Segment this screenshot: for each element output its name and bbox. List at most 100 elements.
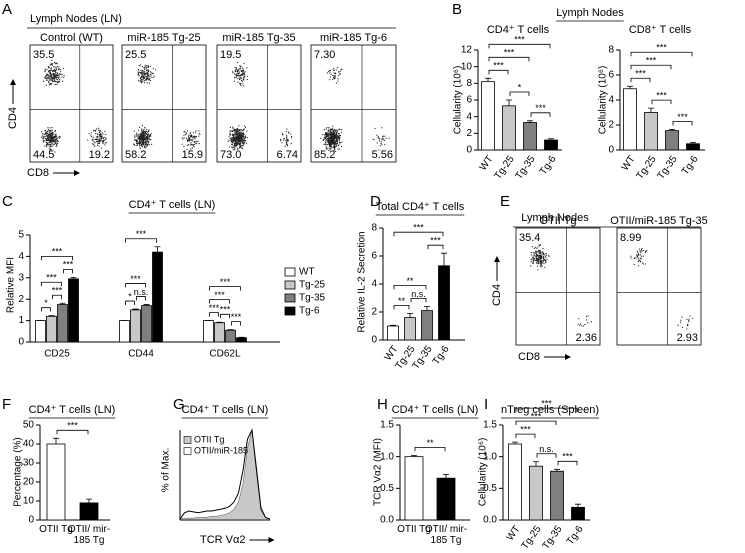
y-tick-label: 0 [18, 337, 24, 348]
event-dot [240, 73, 243, 75]
event-dot [143, 70, 145, 72]
significance-bracket [651, 99, 672, 105]
event-dot [145, 72, 148, 74]
event-dot [590, 321, 593, 323]
event-dot [135, 135, 137, 137]
event-dot [539, 250, 542, 252]
event-dot [44, 68, 46, 70]
event-dot [536, 250, 538, 252]
event-dot [58, 74, 60, 76]
event-dot [538, 261, 540, 263]
significance-label: *** [562, 452, 573, 462]
event-dot [540, 255, 542, 258]
event-dot [377, 136, 379, 138]
error-bar [575, 503, 581, 508]
event-dot [530, 254, 533, 256]
event-dot [334, 146, 336, 148]
event-dot [532, 261, 534, 263]
x-tick-label: Tg-6 [431, 344, 452, 368]
event-dot [232, 126, 234, 128]
event-dot [337, 148, 339, 150]
event-dot [146, 144, 149, 147]
event-dot [52, 131, 54, 133]
event-dot [533, 257, 536, 260]
event-dot [243, 142, 245, 144]
significance-bracket [630, 51, 693, 57]
event-dot [280, 139, 282, 141]
event-dot [92, 140, 94, 142]
event-dot [44, 133, 46, 135]
event-dot [540, 264, 543, 266]
event-dot [92, 139, 94, 141]
plot-title: OTII Tg [539, 215, 576, 227]
event-dot [150, 74, 152, 76]
event-dot [377, 137, 379, 139]
event-dot [339, 134, 341, 136]
event-dot [236, 135, 238, 137]
event-dot [96, 137, 98, 139]
significance-bracket [209, 299, 230, 304]
event-dot [145, 143, 147, 145]
event-dot [238, 125, 240, 127]
event-dot [637, 260, 639, 262]
event-dot [328, 126, 330, 129]
event-dot [56, 81, 58, 83]
event-dot [332, 130, 335, 132]
event-dot [50, 67, 52, 70]
event-dot [97, 138, 99, 140]
event-dot [140, 76, 143, 78]
event-dot [242, 74, 244, 76]
event-dot [339, 141, 341, 144]
event-dot [192, 132, 194, 134]
event-dot [137, 69, 140, 71]
error-bar [70, 276, 77, 279]
event-dot [237, 141, 240, 143]
event-dot [244, 140, 246, 142]
event-dot [49, 146, 51, 148]
event-dot [535, 261, 538, 264]
event-dot [137, 135, 139, 137]
event-dot [137, 142, 139, 144]
event-dot [47, 143, 49, 145]
significance-label: *** [52, 286, 63, 296]
event-dot [335, 136, 337, 139]
event-dot [136, 141, 138, 143]
event-dot [139, 138, 141, 140]
event-dot [638, 254, 640, 256]
event-dot [150, 76, 152, 78]
event-dot [242, 137, 244, 140]
chart-title: CD8⁺ T cells [629, 24, 692, 36]
y-tick-label: 1.5 [380, 420, 394, 431]
significance-bracket [630, 77, 651, 83]
event-dot [98, 139, 100, 141]
event-dot [243, 143, 245, 145]
bar [68, 278, 79, 343]
event-dot [378, 138, 381, 140]
legend-label: Tg-35 [299, 293, 326, 304]
event-dot [544, 266, 546, 269]
event-dot [136, 144, 138, 146]
significance-label: ** [406, 276, 414, 286]
event-dot [55, 78, 58, 80]
event-dot [53, 135, 55, 138]
event-dot [98, 131, 101, 133]
significance-bracket [231, 321, 241, 326]
significance-label: *** [46, 273, 57, 283]
event-dot [146, 133, 148, 136]
event-dot [233, 137, 235, 139]
event-cluster [280, 128, 293, 147]
event-dot [229, 132, 231, 134]
event-dot [141, 128, 143, 130]
event-dot [329, 70, 331, 72]
event-dot [331, 134, 333, 136]
significance-label: *** [231, 312, 242, 322]
event-dot [187, 138, 189, 140]
event-dot [52, 70, 54, 72]
chart-title: Lymph Nodes [521, 212, 589, 224]
x-tick-label: CD62L [209, 349, 241, 360]
event-dot [190, 148, 192, 150]
event-dot [104, 142, 106, 144]
event-dot [329, 133, 331, 136]
arrow-head [268, 537, 275, 543]
y-tick-label: 4 [466, 111, 472, 122]
